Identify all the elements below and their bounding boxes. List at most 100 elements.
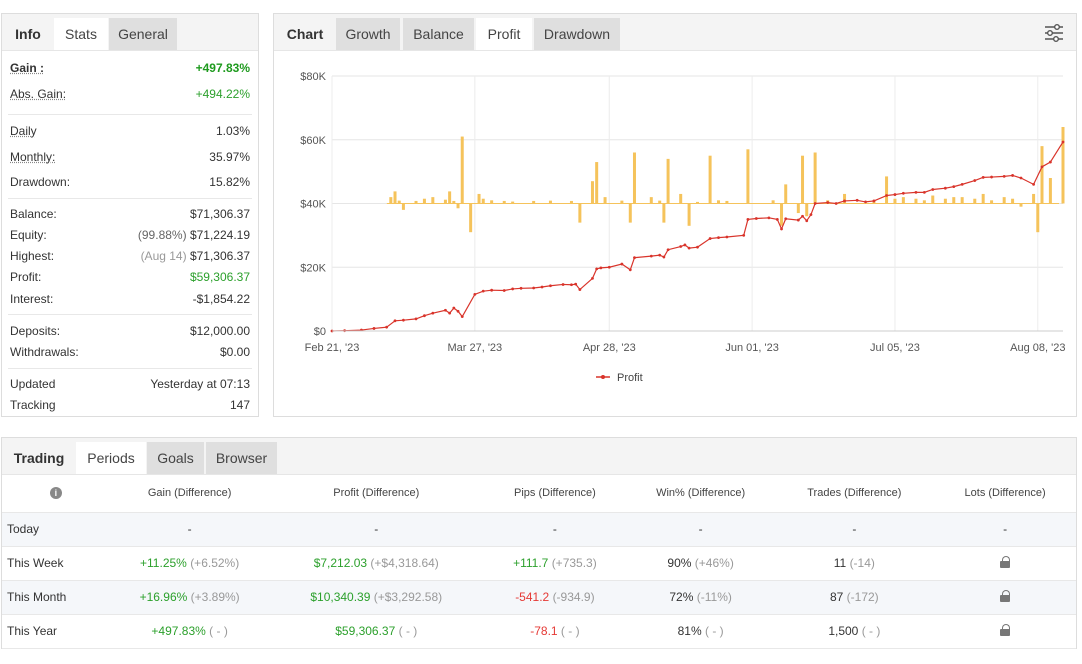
- bar-mark: [456, 203, 460, 209]
- interest-row: Interest: -$1,854.22: [10, 290, 250, 308]
- gain-cell: +497.83% ( - ): [109, 614, 270, 649]
- tab-goals[interactable]: Goals: [147, 442, 204, 474]
- profit-point: [914, 190, 918, 194]
- lots-cell: [934, 614, 1076, 649]
- bar-mark: [389, 197, 393, 204]
- trades-cell: 1,500 ( - ): [774, 614, 935, 649]
- bar-mark: [801, 155, 805, 204]
- profit-point: [843, 199, 846, 203]
- bar-mark: [687, 203, 691, 226]
- bar-mark: [1002, 197, 1006, 204]
- bar-mark: [620, 200, 624, 204]
- bar-mark: [490, 200, 494, 204]
- profit-point: [893, 193, 897, 196]
- profit-point: [742, 233, 746, 237]
- tab-drawdown[interactable]: Drawdown: [534, 18, 620, 50]
- highest-value-wrap: (Aug 14) $71,306.37: [141, 247, 250, 265]
- profit-point: [502, 289, 506, 292]
- bar-mark: [397, 200, 401, 204]
- bar-mark: [469, 203, 473, 233]
- profit-point: [885, 194, 888, 197]
- drawdown-row: Drawdown: 15.82%: [10, 173, 250, 191]
- profit-point: [683, 243, 687, 247]
- profit-point: [540, 285, 544, 289]
- daily-label[interactable]: Daily: [10, 124, 37, 138]
- bar-mark: [511, 201, 515, 204]
- profit-point: [931, 188, 935, 191]
- profit-cell: $7,212.03 (+$4,318.64): [269, 546, 484, 581]
- tracking-label: Tracking: [10, 398, 56, 412]
- pips-value: -78.1: [530, 624, 558, 638]
- profit-point: [599, 266, 603, 270]
- profit-point: [402, 318, 405, 322]
- balance-row: Balance: $71,306.37: [10, 205, 250, 223]
- profit-point: [431, 311, 435, 315]
- deposits-label: Deposits:: [10, 324, 61, 338]
- profit-point: [1061, 140, 1065, 144]
- profit-point: [855, 198, 859, 202]
- profit-point: [481, 289, 485, 293]
- trading-tabbar: Trading Periods Goals Browser: [2, 438, 1076, 475]
- gain-cell: +16.96% (+3.89%): [109, 580, 270, 615]
- profit-point: [1040, 165, 1044, 169]
- trades-diff: (-172): [846, 590, 879, 604]
- tab-balance[interactable]: Balance: [403, 18, 474, 50]
- tab-info[interactable]: Info: [15, 26, 41, 42]
- win-cell: -: [626, 512, 775, 547]
- abs-gain-label[interactable]: Abs. Gain:: [10, 87, 67, 101]
- gain-value: +11.25%: [140, 556, 187, 570]
- bar-mark: [901, 197, 905, 204]
- bar-mark: [628, 203, 632, 223]
- table-row: Today - - - - - -: [2, 512, 1076, 547]
- gain-diff: (+3.89%): [190, 590, 240, 604]
- tab-profit[interactable]: Profit: [476, 18, 532, 50]
- tab-general[interactable]: General: [109, 18, 177, 50]
- profit-point: [775, 218, 779, 221]
- filter-settings-icon[interactable]: [1044, 23, 1064, 43]
- profit-value: $10,340.39: [310, 590, 371, 604]
- header-info: i: [2, 475, 110, 513]
- gain-diff: (+6.52%): [190, 556, 240, 570]
- x-tick-label: Aug 08, '23: [1010, 342, 1065, 354]
- bar-mark: [796, 203, 800, 214]
- header-win: Win% (Difference): [626, 475, 775, 513]
- tab-browser[interactable]: Browser: [206, 442, 277, 474]
- highest-row: Highest: (Aug 14) $71,306.37: [10, 247, 250, 265]
- bar-mark: [843, 193, 847, 204]
- legend-label[interactable]: Profit: [617, 372, 643, 384]
- profit-point: [834, 202, 838, 205]
- tab-stats[interactable]: Stats: [54, 18, 108, 50]
- profit-point: [901, 191, 905, 195]
- updated-value: Yesterday at 07:13: [150, 377, 250, 391]
- trades-value: 11: [833, 556, 847, 570]
- pips-cell: -: [483, 512, 627, 547]
- profit-point: [456, 309, 460, 313]
- lock-icon[interactable]: [1000, 624, 1011, 636]
- profit-point: [973, 179, 977, 182]
- tab-trading[interactable]: Trading: [13, 450, 65, 466]
- gain-label[interactable]: Gain :: [10, 61, 45, 75]
- tab-periods[interactable]: Periods: [76, 442, 146, 474]
- equity-row: Equity: (99.88%) $71,224.19: [10, 226, 250, 244]
- profit-chart: $0 $20K $40K $60K $80K Feb 21, '23 Mar 27, '23…: [300, 71, 1065, 384]
- bar-mark: [813, 152, 817, 204]
- info-icon[interactable]: i: [49, 487, 62, 500]
- x-tick-label: Mar 27, '23: [447, 342, 502, 354]
- bar-mark: [502, 200, 506, 204]
- profit-point: [952, 185, 956, 189]
- profit-value: $59,306.37: [189, 270, 250, 284]
- profit-point: [423, 314, 426, 318]
- monthly-label[interactable]: Monthly:: [10, 150, 56, 164]
- bar-mark: [595, 162, 599, 204]
- gain-diff: ( - ): [209, 624, 228, 638]
- lots-cell: [934, 546, 1076, 581]
- lock-icon[interactable]: [1000, 590, 1011, 602]
- bar-mark: [548, 200, 552, 204]
- lots-cell: -: [934, 512, 1076, 547]
- trades-diff: ( - ): [861, 624, 881, 638]
- profit-point: [796, 218, 800, 222]
- lock-icon[interactable]: [1000, 556, 1011, 568]
- profit-point: [754, 217, 758, 220]
- tab-chart[interactable]: Chart: [286, 26, 324, 42]
- tab-growth[interactable]: Growth: [336, 18, 400, 50]
